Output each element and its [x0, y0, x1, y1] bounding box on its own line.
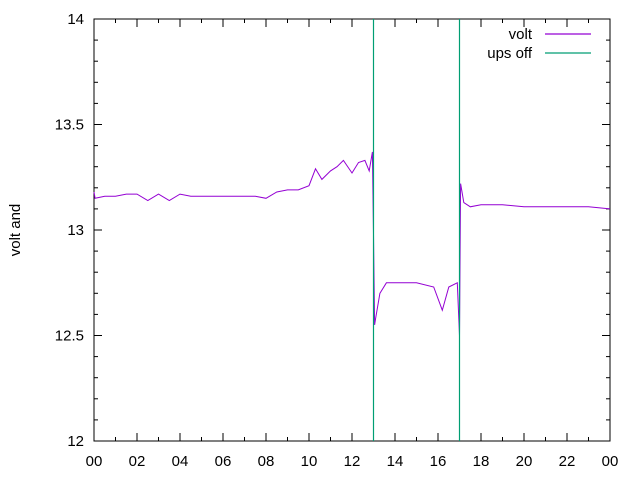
x-tick-label: 00: [602, 453, 619, 470]
legend-label: ups off: [487, 45, 533, 62]
y-tick-label: 13.5: [55, 117, 84, 134]
legend-label: volt: [509, 26, 533, 43]
x-tick-label: 14: [387, 453, 404, 470]
plot-frame: [93, 18, 611, 442]
x-tick-label: 12: [344, 453, 361, 470]
y-axis-ticks: 12 12.5 13 13.5 14: [55, 11, 610, 450]
x-tick-label: 16: [430, 453, 447, 470]
x-tick-label: 02: [129, 453, 146, 470]
x-tick-label: 20: [516, 453, 533, 470]
x-tick-label: 00: [86, 453, 103, 470]
y-tick-label: 13: [67, 222, 84, 239]
x-tick-label: 06: [215, 453, 232, 470]
x-tick-label: 04: [172, 453, 189, 470]
x-axis-ticks: 00 02 04 06 08 10 12 14 16 18 20 22 00: [86, 19, 619, 470]
series-volt-line: [93, 151, 611, 336]
x-tick-label: 08: [258, 453, 275, 470]
legend: volt ups off: [487, 26, 591, 62]
y-tick-label: 12.5: [55, 328, 84, 345]
x-tick-label: 18: [473, 453, 490, 470]
x-tick-label: 22: [559, 453, 576, 470]
y-axis-label: volt and: [7, 204, 24, 257]
y-tick-label: 14: [67, 11, 84, 28]
x-tick-label: 10: [301, 453, 318, 470]
y-tick-label: 12: [67, 433, 84, 450]
series-layer: [93, 19, 611, 441]
